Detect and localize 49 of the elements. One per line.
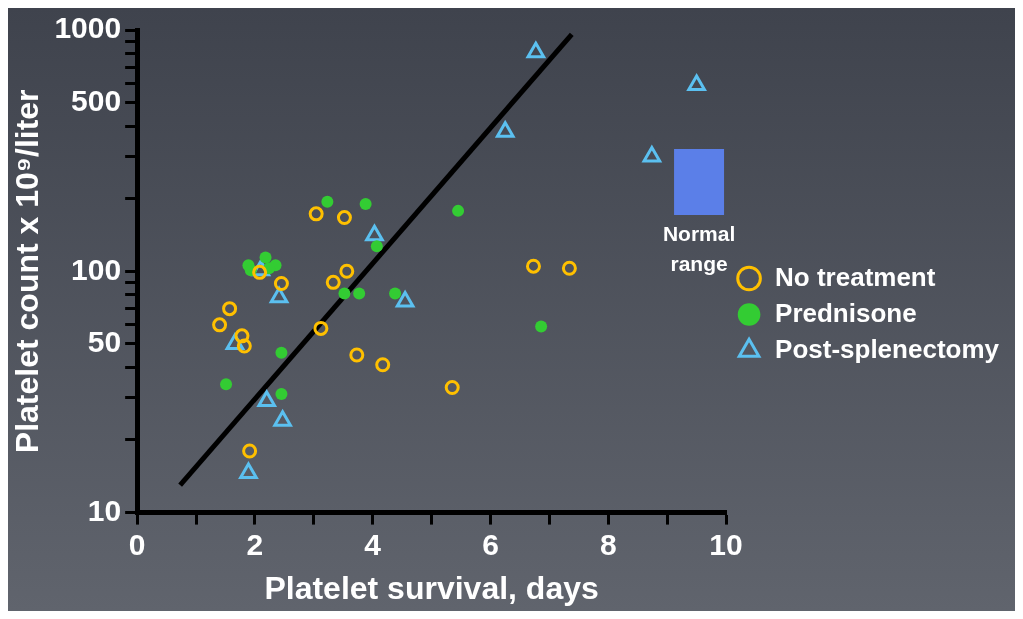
point <box>338 287 351 300</box>
point <box>452 204 465 217</box>
point <box>642 146 662 163</box>
point <box>275 388 288 401</box>
point <box>365 224 384 242</box>
point <box>359 198 372 211</box>
point <box>495 121 515 138</box>
point <box>236 338 252 354</box>
point <box>526 41 546 59</box>
point <box>370 240 383 253</box>
point <box>525 258 541 274</box>
point <box>375 357 391 373</box>
point <box>339 263 355 279</box>
point <box>321 195 334 208</box>
y-tick-label: 500 <box>71 83 122 117</box>
legend-label: Prednisone <box>775 297 917 328</box>
point <box>444 379 460 395</box>
y-tick-label: 50 <box>87 325 122 359</box>
point <box>325 274 341 290</box>
point <box>353 287 366 300</box>
y-tick-label: 10 <box>87 493 122 527</box>
point <box>259 251 272 264</box>
x-tick-label: 10 <box>709 527 743 561</box>
point <box>222 301 238 317</box>
legend-label: Post-splenectomy <box>775 333 1000 364</box>
x-tick-label: 2 <box>246 527 264 561</box>
y-tick-label: 100 <box>71 252 122 286</box>
band-label: Normal range <box>662 222 736 276</box>
x-tick-label: 0 <box>128 527 146 561</box>
y-axis-title: Platelet count x 10⁹/liter <box>9 89 46 454</box>
point <box>313 320 329 336</box>
x-tick-label: 8 <box>599 527 617 561</box>
point <box>535 320 548 333</box>
point <box>561 260 577 276</box>
point <box>336 210 352 226</box>
x-tick-label: 4 <box>364 527 382 561</box>
point <box>389 287 402 300</box>
x-axis-title: Platelet survival, days <box>264 569 599 606</box>
point <box>349 347 365 363</box>
point <box>242 443 258 459</box>
point <box>308 206 324 222</box>
point <box>220 378 233 391</box>
point <box>273 276 289 292</box>
x-tick-label: 6 <box>482 527 499 561</box>
point <box>275 346 288 359</box>
point <box>212 317 228 333</box>
point <box>687 74 706 92</box>
y-tick-label: 1000 <box>54 11 122 45</box>
legend-label: No treatment <box>775 261 936 292</box>
